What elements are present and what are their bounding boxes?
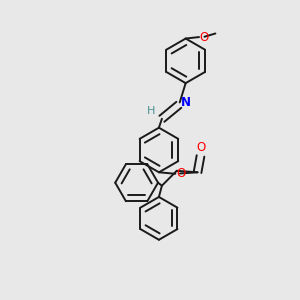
- Text: N: N: [181, 96, 191, 109]
- Text: H: H: [147, 106, 155, 116]
- Text: O: O: [176, 167, 185, 180]
- Text: O: O: [196, 141, 205, 154]
- Text: O: O: [199, 31, 208, 44]
